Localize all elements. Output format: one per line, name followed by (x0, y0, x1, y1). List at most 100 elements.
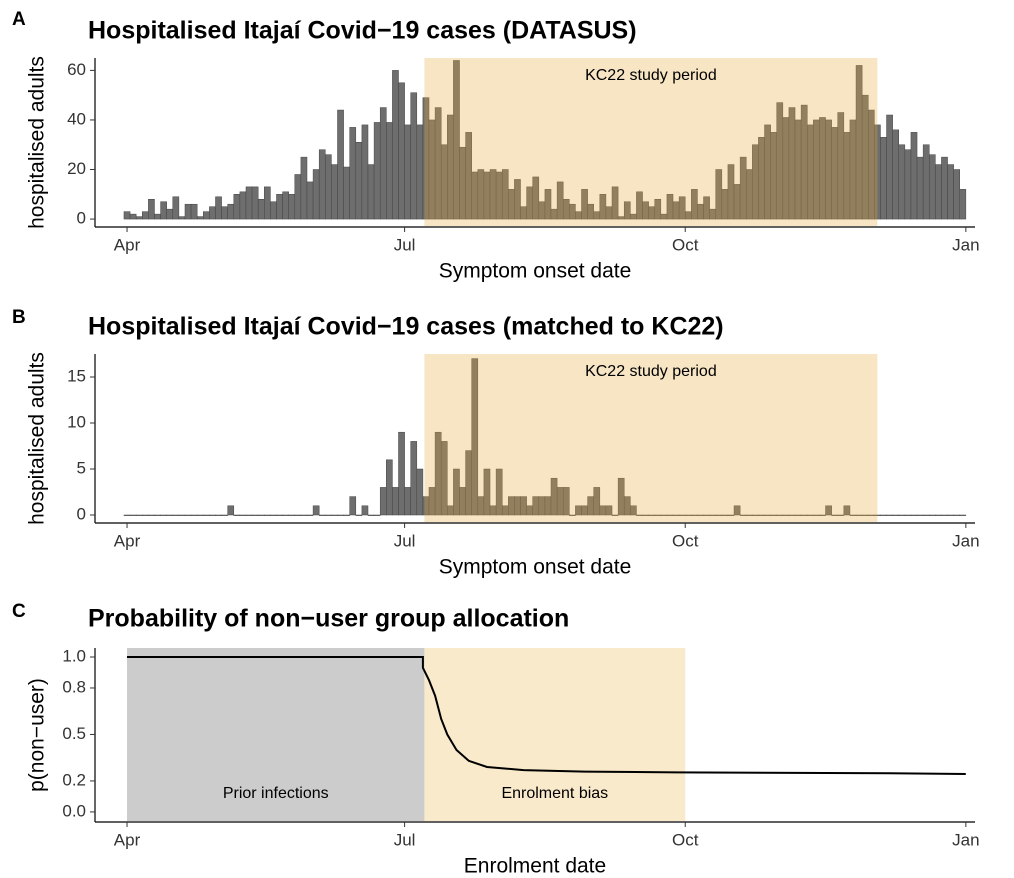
bar (178, 514, 186, 516)
x-tick-label: Jan (952, 531, 979, 550)
x-tick-label: Jan (952, 830, 979, 849)
bar (300, 156, 308, 220)
bar (916, 156, 924, 220)
x-tick-label: Oct (672, 531, 699, 550)
bar (349, 496, 357, 516)
bar (398, 82, 405, 220)
bar (160, 201, 167, 220)
y-axis-label: hospitalised adults (26, 56, 49, 229)
bar (367, 164, 375, 220)
bar (605, 505, 613, 516)
chart-title: Hospitalised Itajaí Covid−19 cases (matc… (88, 313, 724, 341)
bar (898, 144, 906, 220)
bar (392, 70, 399, 220)
panel-letter: A (12, 9, 26, 30)
bar (392, 487, 399, 516)
bar (843, 505, 851, 516)
y-tick-label: 40 (67, 109, 86, 128)
bar (440, 441, 448, 516)
bar (190, 203, 198, 220)
bar (233, 514, 241, 516)
bar (276, 194, 283, 220)
y-tick-label: 20 (67, 159, 86, 178)
bar (404, 124, 411, 220)
bar (251, 186, 259, 220)
y-tick-label: 10 (67, 412, 86, 431)
y-tick-label: 0 (77, 504, 86, 523)
bar (941, 514, 948, 516)
bar (922, 514, 930, 516)
bar (215, 196, 222, 220)
bar (343, 166, 350, 220)
bar (611, 514, 619, 516)
bar (282, 191, 289, 220)
bar (276, 514, 283, 516)
bar (270, 514, 277, 516)
bar (361, 124, 369, 220)
bar (379, 107, 387, 220)
bar (227, 505, 235, 516)
bar (386, 122, 393, 220)
x-axis-label: Symptom onset date (439, 260, 632, 283)
bar (184, 203, 192, 220)
bar (959, 189, 967, 220)
bar (361, 505, 369, 516)
bar (160, 514, 167, 516)
x-tick-label: Apr (114, 531, 141, 550)
bar (294, 174, 302, 220)
bar (678, 196, 686, 220)
bar (264, 186, 271, 220)
bar (227, 203, 235, 220)
bar (483, 468, 491, 516)
bar (355, 142, 363, 220)
bar (416, 124, 424, 220)
bar (892, 514, 899, 516)
region-label: KC22 study period (585, 67, 717, 84)
bar (203, 514, 210, 516)
bar (544, 189, 552, 220)
panel: B Hospitalised Itajaí Covid−19 cases (mat… (12, 307, 980, 579)
bar (325, 514, 332, 516)
bar (203, 211, 210, 220)
bar (910, 514, 918, 516)
bar (410, 92, 418, 220)
y-tick-label: 0.5 (62, 724, 86, 743)
y-tick-label: 1.0 (62, 646, 86, 665)
bar (928, 514, 936, 516)
bar (569, 514, 576, 516)
bar (331, 164, 338, 220)
x-tick-label: Jan (952, 235, 979, 254)
y-axis-label: p(non−user) (26, 678, 49, 792)
bar (910, 132, 918, 220)
bar (337, 514, 344, 516)
bar (135, 216, 143, 220)
region-label: Prior infections (223, 785, 329, 802)
bar (221, 206, 228, 220)
bar (233, 194, 241, 220)
bar (880, 514, 887, 516)
bar (264, 514, 271, 516)
shaded-region (424, 354, 878, 522)
bar (166, 208, 174, 220)
shaded-region (424, 648, 686, 821)
bar (129, 213, 137, 220)
bar (904, 514, 912, 516)
bar (215, 514, 222, 516)
y-tick-label: 0 (77, 209, 86, 228)
region-label: KC22 study period (585, 363, 717, 380)
bar (959, 514, 967, 516)
bar (947, 514, 954, 516)
y-tick-label: 0.2 (62, 770, 86, 789)
bar (190, 514, 198, 516)
shaded-region (127, 648, 425, 821)
bar (611, 186, 619, 220)
bar (928, 154, 936, 220)
panel: C Probability of non−user group allocatio… (12, 601, 980, 878)
bar (129, 514, 137, 516)
bar (196, 514, 204, 516)
x-tick-label: Apr (114, 830, 141, 849)
bar (270, 201, 277, 220)
bar (294, 514, 302, 516)
